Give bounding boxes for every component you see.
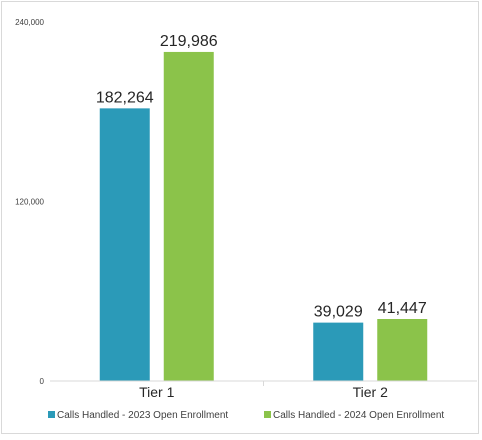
bars: 182,264 219,986 39,029 41,447 (96, 33, 427, 381)
y-tick-label: 0 (40, 377, 45, 386)
legend-label: Calls Handled - 2024 Open Enrollment (273, 410, 444, 421)
x-tick-label: Tier 1 (139, 384, 174, 400)
data-label: 39,029 (314, 304, 363, 321)
data-label: 219,986 (160, 33, 218, 50)
legend-label: Calls Handled - 2023 Open Enrollment (57, 410, 228, 421)
bar-chart: 0 120,000 240,000 182,264 219,986 39,029 41,4… (2, 2, 480, 435)
data-label: 182,264 (96, 89, 154, 106)
y-axis: 0 120,000 240,000 (15, 18, 44, 386)
x-tick-label: Tier 2 (353, 384, 388, 400)
x-axis: Tier 1 Tier 2 (50, 381, 477, 400)
legend: Calls Handled - 2023 Open Enrollment Call… (48, 410, 444, 421)
legend-swatch (48, 411, 55, 418)
y-tick-label: 120,000 (15, 198, 44, 207)
y-tick-label: 240,000 (15, 18, 44, 27)
legend-swatch (264, 411, 271, 418)
bar (377, 319, 427, 381)
chart-frame: 0 120,000 240,000 182,264 219,986 39,029 41,4… (1, 1, 479, 434)
data-label: 41,447 (378, 300, 427, 317)
bar (100, 108, 150, 381)
bar (164, 52, 214, 381)
bar (313, 323, 363, 381)
